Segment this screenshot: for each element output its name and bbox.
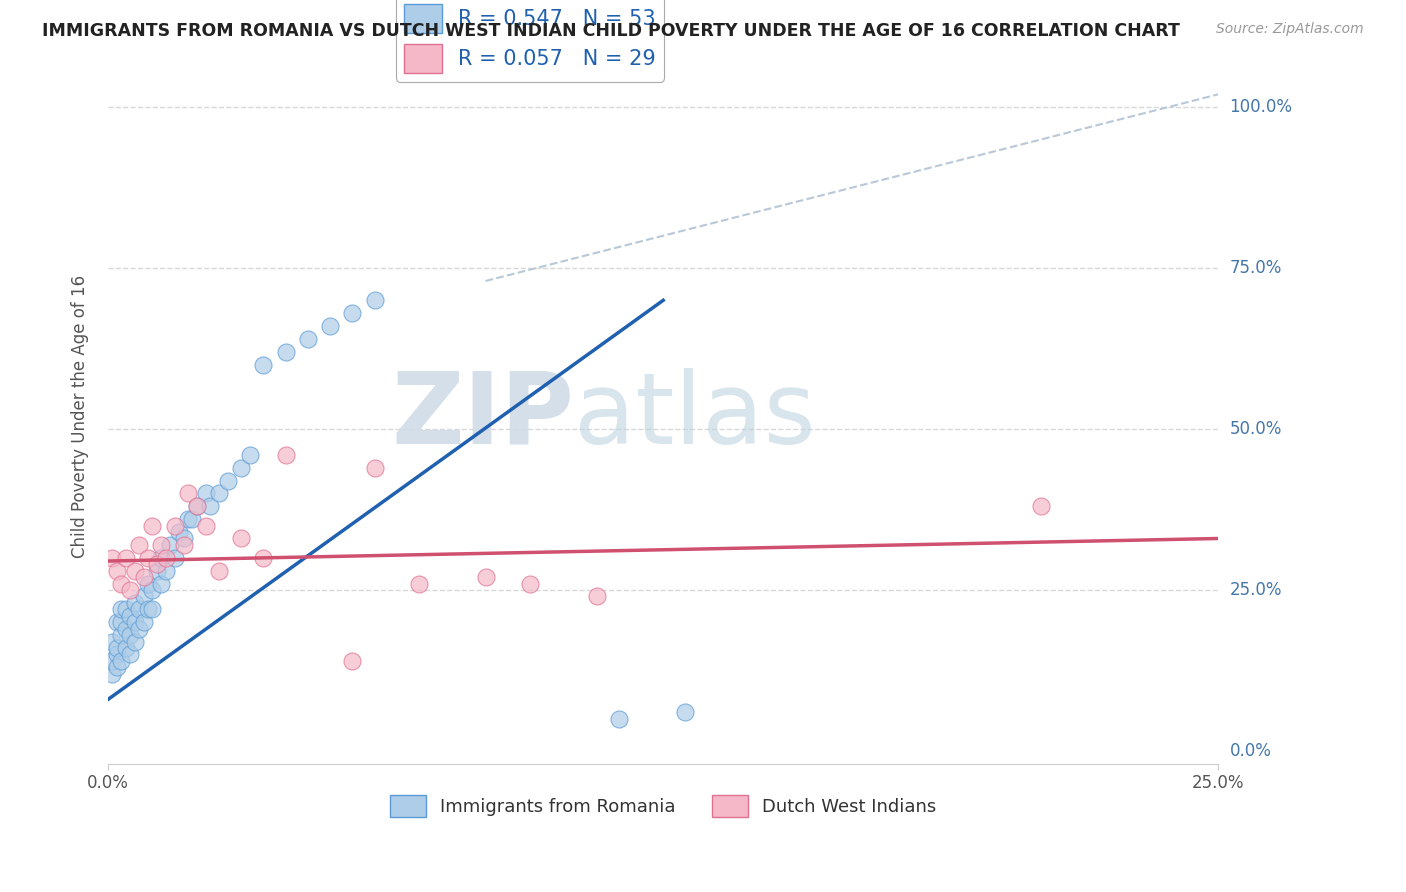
Point <box>150 550 173 565</box>
Point <box>110 576 132 591</box>
Point <box>208 486 231 500</box>
Point <box>136 576 159 591</box>
Point <box>163 518 186 533</box>
Point <box>110 628 132 642</box>
Point <box>474 570 496 584</box>
Point <box>128 622 150 636</box>
Point <box>132 615 155 630</box>
Point <box>114 622 136 636</box>
Point <box>607 712 630 726</box>
Point <box>141 602 163 616</box>
Point <box>194 518 217 533</box>
Text: atlas: atlas <box>575 368 815 465</box>
Point <box>342 654 364 668</box>
Point <box>252 550 274 565</box>
Point <box>114 640 136 655</box>
Point <box>132 570 155 584</box>
Point <box>155 550 177 565</box>
Point <box>141 582 163 597</box>
Point <box>128 602 150 616</box>
Point <box>120 648 142 662</box>
Point <box>150 538 173 552</box>
Text: ZIP: ZIP <box>391 368 575 465</box>
Y-axis label: Child Poverty Under the Age of 16: Child Poverty Under the Age of 16 <box>72 275 89 558</box>
Point <box>120 582 142 597</box>
Point <box>208 564 231 578</box>
Point <box>231 460 253 475</box>
Point <box>110 602 132 616</box>
Point <box>274 344 297 359</box>
Point <box>585 590 607 604</box>
Point <box>252 358 274 372</box>
Point <box>141 518 163 533</box>
Point <box>105 648 128 662</box>
Point <box>217 474 239 488</box>
Point <box>173 532 195 546</box>
Point <box>408 576 430 591</box>
Point <box>274 448 297 462</box>
Point <box>1029 500 1052 514</box>
Text: 100.0%: 100.0% <box>1230 98 1292 116</box>
Point <box>146 558 169 572</box>
Point <box>124 634 146 648</box>
Text: 0.0%: 0.0% <box>1230 742 1271 760</box>
Point <box>124 615 146 630</box>
Point <box>181 512 204 526</box>
Text: Source: ZipAtlas.com: Source: ZipAtlas.com <box>1216 22 1364 37</box>
Text: 25.0%: 25.0% <box>1230 581 1282 599</box>
Point <box>105 660 128 674</box>
Point <box>101 666 124 681</box>
Point <box>177 512 200 526</box>
Point <box>167 524 190 539</box>
Point <box>150 576 173 591</box>
Point <box>120 608 142 623</box>
Point <box>239 448 262 462</box>
Legend: Immigrants from Romania, Dutch West Indians: Immigrants from Romania, Dutch West Indi… <box>382 788 943 824</box>
Point <box>186 500 208 514</box>
Point <box>105 640 128 655</box>
Point <box>101 654 124 668</box>
Point <box>114 602 136 616</box>
Point <box>155 564 177 578</box>
Point <box>177 486 200 500</box>
Text: 75.0%: 75.0% <box>1230 259 1282 277</box>
Point <box>186 500 208 514</box>
Point <box>297 332 319 346</box>
Point <box>159 538 181 552</box>
Point <box>319 319 342 334</box>
Point <box>163 550 186 565</box>
Point <box>231 532 253 546</box>
Text: IMMIGRANTS FROM ROMANIA VS DUTCH WEST INDIAN CHILD POVERTY UNDER THE AGE OF 16 C: IMMIGRANTS FROM ROMANIA VS DUTCH WEST IN… <box>42 22 1180 40</box>
Point <box>675 706 697 720</box>
Point <box>198 500 221 514</box>
Point <box>363 460 385 475</box>
Point <box>146 564 169 578</box>
Point <box>101 634 124 648</box>
Point <box>136 602 159 616</box>
Point <box>132 590 155 604</box>
Point <box>363 293 385 308</box>
Point <box>173 538 195 552</box>
Point <box>136 550 159 565</box>
Point <box>120 628 142 642</box>
Point <box>342 306 364 320</box>
Point <box>194 486 217 500</box>
Point <box>128 538 150 552</box>
Point <box>519 576 541 591</box>
Point <box>110 654 132 668</box>
Point <box>124 596 146 610</box>
Point <box>124 564 146 578</box>
Point <box>110 615 132 630</box>
Text: 50.0%: 50.0% <box>1230 420 1282 438</box>
Point <box>114 550 136 565</box>
Point <box>101 550 124 565</box>
Point <box>105 564 128 578</box>
Point <box>105 615 128 630</box>
